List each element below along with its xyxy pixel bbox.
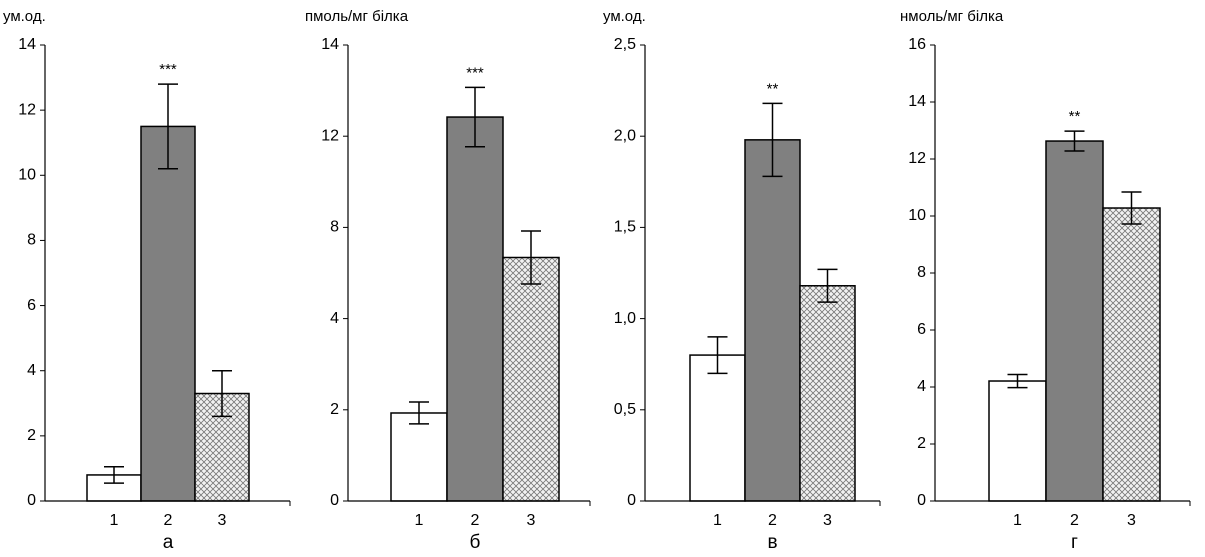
bar: [744, 139, 801, 502]
panel-label: в: [767, 532, 777, 553]
y-tick-label: 2: [27, 427, 36, 444]
y-tick-label: 14: [18, 36, 36, 53]
y-tick-label: 10: [908, 207, 926, 224]
y-tick-label: 2: [330, 401, 339, 418]
y-tick-label: 12: [18, 101, 36, 118]
y-tick-label: 4: [917, 378, 926, 395]
panel-label: г: [1071, 532, 1078, 553]
bar: [1045, 140, 1104, 502]
y-tick-label: 1,5: [614, 219, 636, 236]
y-tick-label: 0: [330, 492, 339, 509]
x-tick-label: 1: [1013, 512, 1022, 529]
y-tick-label: 0,5: [614, 401, 636, 418]
significance-mark: **: [767, 80, 779, 97]
x-tick-label: 1: [110, 512, 119, 529]
x-tick-label: 2: [471, 512, 480, 529]
y-tick-label: 14: [908, 93, 926, 110]
y-tick-label: 1,0: [614, 310, 636, 327]
y-tick-label: 2,5: [614, 36, 636, 53]
x-tick-label: 2: [1070, 512, 1079, 529]
y-tick-label: 0: [627, 492, 636, 509]
x-tick-label: 3: [823, 512, 832, 529]
y-tick-label: 8: [27, 232, 36, 249]
x-tick-label: 3: [1127, 512, 1136, 529]
bar: [689, 354, 746, 502]
y-tick-label: 12: [908, 150, 926, 167]
bar: [988, 380, 1047, 502]
panel-label: б: [470, 532, 481, 553]
x-tick-label: 2: [164, 512, 173, 529]
bar: [446, 116, 504, 502]
panel-label: а: [163, 532, 174, 553]
x-tick-label: 3: [527, 512, 536, 529]
y-tick-label: 14: [321, 36, 339, 53]
y-tick-label: 4: [27, 362, 36, 379]
significance-mark: ***: [466, 64, 484, 81]
y-tick-label: 10: [18, 167, 36, 184]
y-tick-label: 6: [917, 321, 926, 338]
bar: [502, 256, 560, 502]
x-tick-label: 1: [415, 512, 424, 529]
y-axis-unit: нмоль/мг білка: [900, 8, 1004, 25]
bar: [140, 125, 196, 502]
x-tick-label: 3: [218, 512, 227, 529]
y-tick-label: 4: [330, 310, 339, 327]
bar: [799, 285, 856, 502]
y-tick-label: 0: [27, 492, 36, 509]
y-tick-label: 0: [917, 492, 926, 509]
y-tick-label: 2,0: [614, 127, 636, 144]
bar: [390, 412, 448, 502]
x-tick-label: 1: [713, 512, 722, 529]
y-axis-unit: ум.од.: [603, 8, 646, 25]
bar: [1102, 207, 1161, 502]
y-axis-unit: пмоль/мг білка: [305, 8, 409, 25]
significance-mark: **: [1069, 108, 1081, 125]
y-tick-label: 12: [321, 127, 339, 144]
significance-mark: ***: [159, 61, 177, 78]
y-tick-label: 8: [330, 219, 339, 236]
y-tick-label: 6: [27, 297, 36, 314]
y-tick-label: 16: [908, 36, 926, 53]
x-tick-label: 2: [768, 512, 777, 529]
y-tick-label: 2: [917, 435, 926, 452]
y-axis-unit: ум.од.: [3, 8, 46, 25]
y-tick-label: 8: [917, 264, 926, 281]
